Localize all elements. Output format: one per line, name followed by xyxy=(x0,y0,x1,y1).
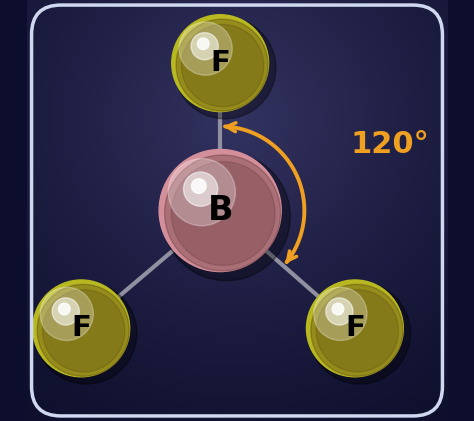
Circle shape xyxy=(168,159,236,226)
Circle shape xyxy=(311,284,403,376)
Circle shape xyxy=(162,152,291,281)
Circle shape xyxy=(52,298,79,325)
Circle shape xyxy=(35,282,137,384)
Circle shape xyxy=(174,17,276,119)
Circle shape xyxy=(159,149,281,272)
Circle shape xyxy=(309,282,410,384)
Circle shape xyxy=(182,24,264,107)
Circle shape xyxy=(171,162,275,265)
Circle shape xyxy=(191,33,218,60)
Circle shape xyxy=(58,303,70,315)
Circle shape xyxy=(176,19,268,111)
Text: F: F xyxy=(210,49,230,77)
Circle shape xyxy=(314,287,367,341)
Circle shape xyxy=(316,290,399,372)
Circle shape xyxy=(307,280,403,377)
Text: F: F xyxy=(71,314,91,342)
Circle shape xyxy=(183,172,218,206)
Circle shape xyxy=(164,155,281,271)
Circle shape xyxy=(197,38,209,50)
Circle shape xyxy=(326,298,353,325)
Circle shape xyxy=(43,290,125,372)
Circle shape xyxy=(37,284,129,376)
Circle shape xyxy=(332,303,344,315)
Circle shape xyxy=(191,179,206,193)
Circle shape xyxy=(40,287,93,341)
Circle shape xyxy=(33,280,130,377)
Circle shape xyxy=(179,22,232,75)
Circle shape xyxy=(172,15,269,112)
Text: 120°: 120° xyxy=(350,130,429,159)
Text: B: B xyxy=(208,194,233,227)
Text: F: F xyxy=(345,314,365,342)
